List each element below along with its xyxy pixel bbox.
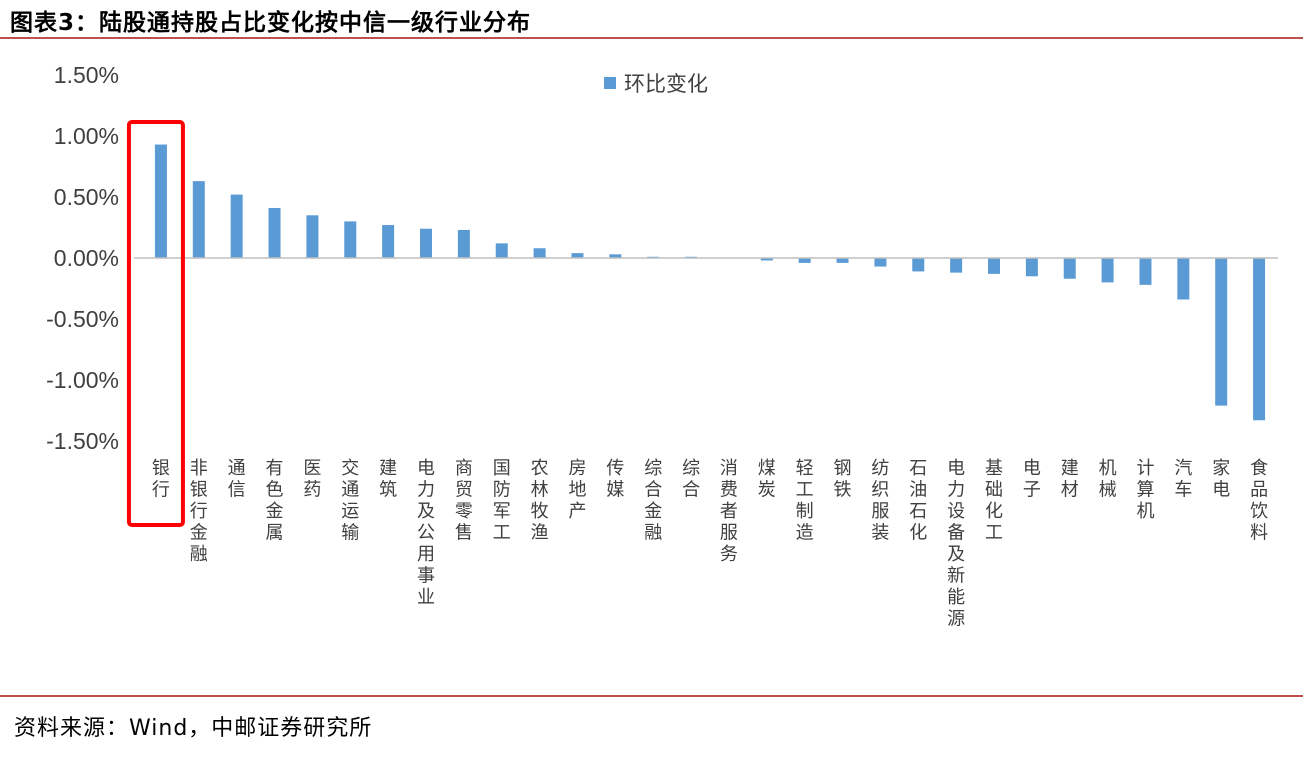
- bar: [495, 243, 508, 258]
- category-label: 机械: [1099, 458, 1117, 501]
- category-label: 消费者服务: [720, 458, 738, 565]
- top-divider: [0, 37, 1303, 39]
- bar: [1139, 258, 1152, 285]
- category-label: 纺织服装: [871, 458, 889, 544]
- category-label: 通信: [228, 458, 246, 501]
- category-label: 汽车: [1174, 458, 1192, 501]
- y-tick-label: 0.00%: [54, 245, 119, 271]
- category-label: 煤炭: [758, 458, 776, 501]
- y-tick-label: -1.50%: [46, 428, 119, 454]
- bar: [457, 229, 470, 258]
- category-label: 家电: [1212, 458, 1230, 501]
- category-label: 计算机: [1136, 458, 1154, 522]
- bar: [230, 194, 243, 258]
- y-tick-label: 1.50%: [54, 62, 119, 88]
- category-label: 银行: [152, 458, 170, 501]
- chart-title: 图表3：陆股通持股占比变化按中信一级行业分布: [10, 10, 532, 36]
- legend-label: 环比变化: [624, 72, 708, 96]
- bar: [1101, 258, 1114, 283]
- category-label: 医药: [303, 458, 321, 501]
- category-label: 石油石化: [909, 458, 927, 544]
- highlight-box: [126, 120, 185, 527]
- bars: [154, 144, 1266, 421]
- bar: [154, 144, 167, 258]
- bar: [420, 228, 432, 258]
- bar: [382, 225, 395, 258]
- category-label: 交通运输: [341, 458, 359, 544]
- bar: [988, 258, 1000, 274]
- bar: [1215, 258, 1228, 406]
- bar: [1177, 258, 1190, 300]
- y-tick-label: 1.00%: [54, 123, 119, 149]
- bar: [1253, 258, 1266, 421]
- legend-swatch: [604, 77, 616, 89]
- bar: [836, 258, 849, 263]
- bar: [306, 215, 319, 258]
- bar: [533, 248, 546, 258]
- category-label: 食品饮料: [1250, 458, 1268, 544]
- category-label: 电力及公用事业: [417, 458, 435, 608]
- category-label: 农林牧渔: [531, 458, 549, 544]
- category-label: 商贸零售: [455, 458, 473, 544]
- bar: [950, 258, 963, 273]
- category-label: 非银行金融: [190, 458, 208, 565]
- category-label: 建筑: [379, 458, 397, 501]
- bar: [344, 221, 357, 258]
- y-tick-label: -1.00%: [46, 367, 119, 393]
- bar: [268, 207, 281, 258]
- category-label: 电子: [1023, 458, 1041, 501]
- category-label: 传媒: [606, 458, 624, 501]
- bar: [571, 253, 584, 258]
- category-labels: 银行 非银行金融 通信 有色金属 医药 交通运输 建筑 电力及公用事业 商贸零售 国防军工 农林牧渔…: [152, 458, 1268, 630]
- bar: [912, 258, 925, 272]
- category-label: 综合金融: [644, 458, 662, 544]
- legend: 环比变化: [604, 72, 708, 96]
- bar: [874, 258, 887, 267]
- category-label: 钢铁: [834, 458, 852, 501]
- category-label: 基础化工: [985, 458, 1003, 544]
- source-note: 资料来源：Wind，中邮证券研究所: [14, 716, 373, 741]
- category-label: 有色金属: [266, 458, 284, 544]
- bar: [609, 254, 622, 258]
- bar: [798, 258, 811, 263]
- bar-chart: 1.50% 1.00% 0.50% 0.00% -0.50% -1.00% -1.50% 银…: [46, 62, 1278, 630]
- bar: [192, 181, 205, 258]
- chart-title-bar: 图表3：陆股通持股占比变化按中信一级行业分布: [0, 0, 1303, 38]
- category-label: 轻工制造: [796, 458, 814, 544]
- bar: [1063, 258, 1076, 279]
- y-axis: 1.50% 1.00% 0.50% 0.00% -0.50% -1.00% -1.50%: [46, 62, 119, 454]
- category-label: 建材: [1061, 458, 1079, 501]
- category-label: 国防军工: [493, 458, 511, 544]
- category-label: 综合: [682, 458, 700, 501]
- bar: [760, 258, 773, 261]
- category-label: 电力设备及新能源: [947, 458, 965, 630]
- category-label: 房地产: [568, 458, 586, 522]
- y-tick-label: -0.50%: [46, 306, 119, 332]
- y-tick-label: 0.50%: [54, 184, 119, 210]
- bottom-divider: [0, 695, 1303, 697]
- bar: [1025, 258, 1038, 277]
